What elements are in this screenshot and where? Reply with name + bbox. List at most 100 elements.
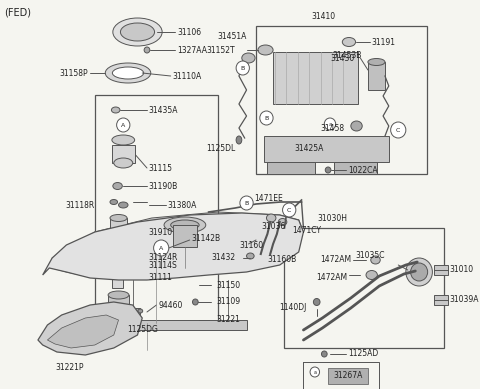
Text: 31110A: 31110A [173, 72, 202, 81]
Text: 1471CY: 1471CY [292, 226, 321, 235]
Ellipse shape [325, 167, 331, 173]
Text: 1125DG: 1125DG [127, 326, 158, 335]
Text: 31150: 31150 [216, 280, 240, 289]
Ellipse shape [120, 23, 155, 41]
Ellipse shape [114, 158, 133, 168]
Ellipse shape [108, 323, 129, 331]
Ellipse shape [112, 135, 135, 145]
Ellipse shape [120, 327, 126, 333]
Ellipse shape [113, 182, 122, 189]
Text: 31191: 31191 [372, 37, 396, 47]
Text: 31158P: 31158P [60, 68, 88, 77]
Bar [328, 368, 368, 384]
Text: 31425A: 31425A [294, 144, 324, 152]
Text: 31142B: 31142B [192, 233, 221, 242]
Bar [108, 295, 129, 327]
Bar [112, 272, 123, 288]
Text: 31115: 31115 [149, 163, 173, 172]
Text: 31430: 31430 [330, 54, 354, 63]
Ellipse shape [278, 219, 287, 226]
Ellipse shape [192, 299, 198, 305]
Ellipse shape [247, 253, 254, 259]
Text: 31039A: 31039A [449, 296, 479, 305]
Text: 31114S: 31114S [149, 261, 178, 270]
Text: 94460: 94460 [158, 300, 183, 310]
Text: 31035C: 31035C [356, 251, 385, 259]
Ellipse shape [110, 200, 118, 205]
Bar [434, 265, 447, 275]
Bar [264, 136, 389, 162]
Text: 31451A: 31451A [217, 32, 247, 40]
Polygon shape [43, 213, 303, 280]
Bar [368, 62, 385, 90]
Text: 31124R: 31124R [149, 254, 178, 263]
Circle shape [310, 367, 320, 377]
Ellipse shape [112, 67, 144, 79]
Text: a: a [328, 121, 332, 126]
Ellipse shape [266, 214, 276, 222]
Circle shape [283, 203, 296, 217]
Ellipse shape [351, 121, 362, 131]
Text: C: C [287, 207, 291, 212]
Ellipse shape [110, 242, 127, 249]
Ellipse shape [171, 220, 199, 230]
Ellipse shape [371, 256, 380, 264]
Text: B: B [264, 116, 269, 121]
Text: 31109: 31109 [216, 298, 240, 307]
Text: 31432: 31432 [211, 254, 235, 263]
Bar [334, 162, 377, 174]
Text: a: a [313, 370, 316, 375]
Ellipse shape [322, 351, 327, 357]
Text: 1471EE: 1471EE [254, 193, 283, 203]
Ellipse shape [313, 298, 320, 305]
Bar [285, 228, 444, 348]
Ellipse shape [113, 18, 162, 46]
Bar [434, 295, 447, 305]
Bar [114, 320, 247, 330]
Ellipse shape [366, 270, 377, 280]
Text: 31267A: 31267A [334, 370, 363, 380]
Text: 31380A: 31380A [168, 200, 197, 210]
Text: 31036: 31036 [262, 221, 286, 231]
Bar [95, 95, 218, 323]
Text: 31106: 31106 [177, 28, 202, 37]
Ellipse shape [258, 45, 273, 55]
Ellipse shape [144, 47, 150, 53]
Text: 1022CA: 1022CA [348, 165, 378, 175]
Bar [173, 225, 197, 247]
Ellipse shape [111, 107, 120, 113]
Circle shape [240, 196, 253, 210]
Bar [112, 145, 135, 163]
Text: 31221: 31221 [216, 315, 240, 324]
Text: 31160: 31160 [239, 240, 263, 249]
Text: (FED): (FED) [4, 7, 31, 17]
Text: 31435A: 31435A [149, 105, 179, 114]
Ellipse shape [410, 263, 428, 281]
Bar [303, 362, 379, 389]
Text: 1327AA: 1327AA [177, 46, 207, 54]
Ellipse shape [236, 136, 242, 144]
Polygon shape [52, 212, 303, 278]
Text: 31910: 31910 [149, 228, 173, 237]
Circle shape [324, 118, 336, 130]
Ellipse shape [368, 58, 385, 65]
Text: 31010: 31010 [449, 266, 474, 275]
Polygon shape [48, 315, 119, 348]
Text: 1472AM: 1472AM [320, 256, 351, 265]
Text: 31453B: 31453B [333, 51, 362, 60]
Text: 1472AM: 1472AM [316, 273, 347, 282]
Text: 31410: 31410 [311, 12, 335, 21]
Text: B: B [240, 65, 245, 70]
Ellipse shape [342, 37, 356, 47]
Bar [267, 162, 315, 174]
Text: 31118R: 31118R [66, 200, 95, 210]
Text: 31458: 31458 [320, 123, 344, 133]
Ellipse shape [105, 63, 151, 83]
Text: 31221P: 31221P [55, 363, 84, 373]
Text: A: A [159, 245, 163, 251]
Bar [256, 26, 427, 174]
Circle shape [391, 122, 406, 138]
Text: B: B [244, 200, 249, 205]
Text: 31111: 31111 [149, 273, 173, 282]
Ellipse shape [242, 53, 255, 63]
